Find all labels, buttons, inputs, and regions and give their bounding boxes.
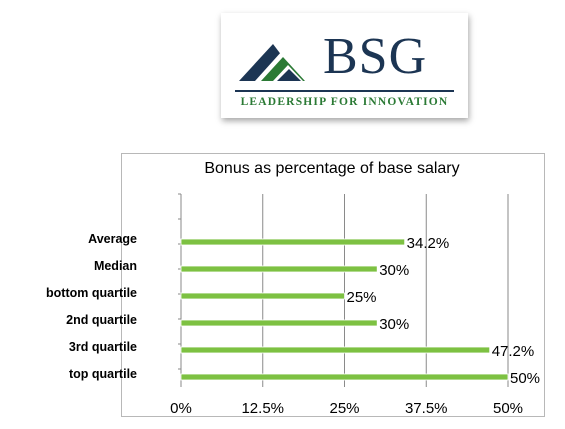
bar [180,238,406,246]
bar-value-label: 34.2% [407,235,450,252]
bar-value-label: 30% [379,262,409,279]
logo-tagline: LEADERSHIP FOR INNOVATION [240,96,449,108]
x-tick-label: 12.5% [241,400,284,417]
bar [180,292,345,300]
x-tick-label: 50% [493,400,523,417]
bar-value-label: 30% [379,316,409,333]
bar-value-label: 47.2% [492,343,535,360]
chart-frame [121,153,545,417]
category-label: top quartile [68,367,137,381]
logo-wordmark: BSG [323,28,428,85]
bar [180,319,378,327]
bar [180,265,378,273]
category-label: Average [88,232,137,246]
category-label: Median [93,259,137,273]
logo-divider [235,90,454,92]
category-label: 3rd quartile [68,340,137,354]
category-label: bottom quartile [46,286,137,300]
mountain-logo-icon [239,44,309,81]
bsg-logo: BSG LEADERSHIP FOR INNOVATION [221,13,468,118]
category-label: 2nd quartile [66,313,137,327]
bar [180,373,509,381]
bar-value-label: 25% [347,289,377,306]
bar-value-label: 50% [510,370,540,387]
chart-title: Bonus as percentage of base salary [204,160,460,177]
x-tick-label: 0% [170,400,192,417]
bar [180,346,491,354]
x-tick-label: 25% [329,400,359,417]
x-tick-label: 37.5% [405,400,448,417]
